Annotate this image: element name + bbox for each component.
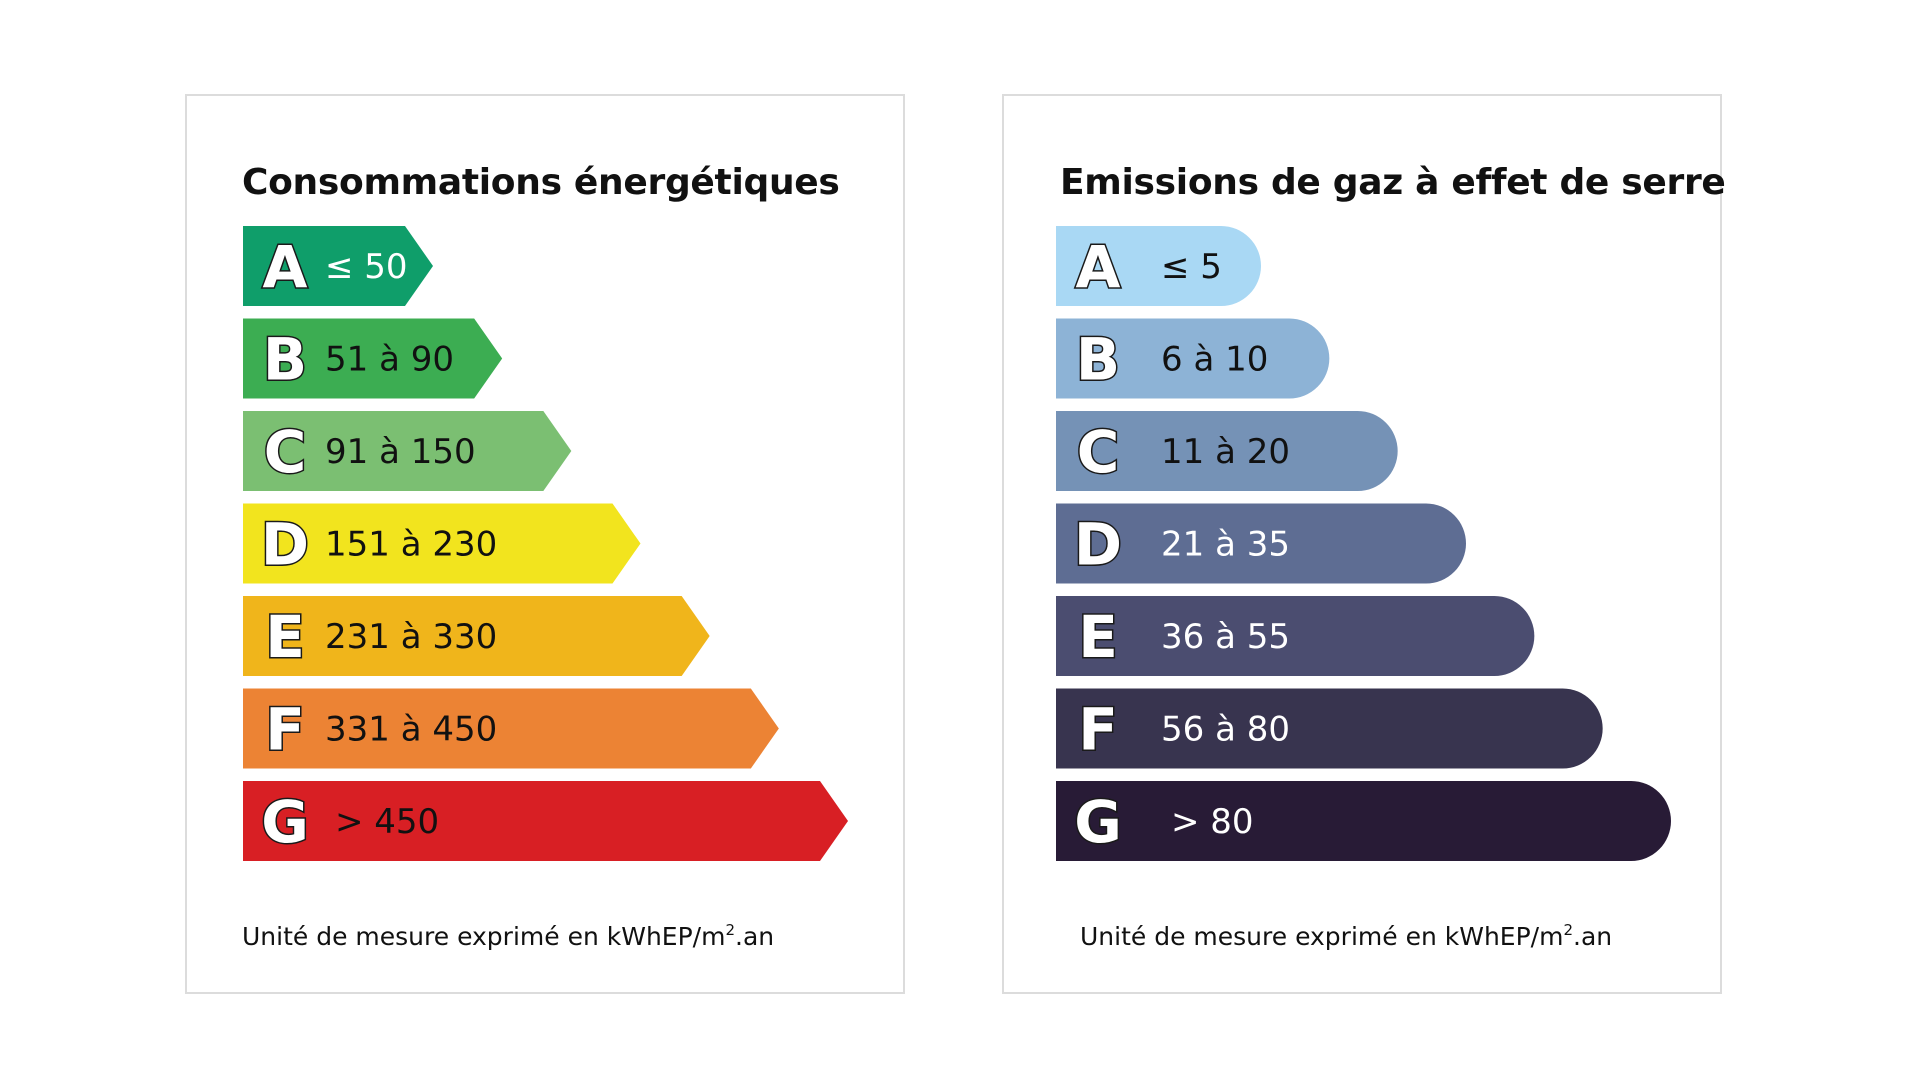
ghg-bar-shape-b [1056, 318, 1330, 399]
energy-bar-f: F 331 à 450 [243, 688, 779, 769]
energy-bar-range-d: 151 à 230 [325, 525, 497, 565]
energy-bar-c: C 91 à 150 [243, 411, 572, 491]
ghg-bar-letter-c: C [1077, 418, 1120, 486]
energy-bar-g: G > 450 [243, 781, 848, 861]
ghg-bar-range-g: > 80 [1171, 802, 1254, 842]
ghg-unit-sup: 2 [1563, 921, 1573, 939]
ghg-bar-letter-a: A [1076, 233, 1121, 301]
energy-bar-range-f: 331 à 450 [325, 710, 497, 750]
ghg-bar-shape-c [1056, 411, 1398, 491]
energy-bar-shape-e [243, 596, 710, 676]
ghg-bar-shape-g [1056, 781, 1671, 861]
energy-unit-sup: 2 [725, 921, 735, 939]
ghg-bar-g: G > 80 [1056, 781, 1671, 861]
ghg-bar-shape-d [1056, 503, 1466, 584]
energy-bar-shape-f [243, 688, 779, 769]
energy-bar-letter-d: D [261, 511, 309, 579]
ghg-bar-letter-e: E [1078, 603, 1118, 671]
energy-bar-letter-g: G [261, 788, 309, 856]
energy-unit-prefix: Unité de mesure exprimé en kWhEP/m [242, 922, 726, 951]
ghg-bar-range-e: 36 à 55 [1161, 617, 1290, 657]
energy-bar-range-a: ≤ 50 [325, 247, 408, 287]
ghg-bar-d: D 21 à 35 [1056, 503, 1466, 584]
ghg-bar-a: A ≤ 5 [1056, 226, 1261, 306]
energy-bar-shape-c [243, 411, 572, 491]
energy-bar-shape-a [243, 226, 433, 306]
ghg-unit-suffix: .an [1573, 922, 1613, 951]
energy-bar-range-g: > 450 [335, 802, 439, 842]
ghg-bar-range-b: 6 à 10 [1161, 340, 1268, 380]
energy-bar-letter-c: C [264, 418, 307, 486]
energy-bar-b: B 51 à 90 [243, 318, 503, 399]
ghg-bar-letter-f: F [1078, 696, 1118, 764]
energy-bar-letter-b: B [263, 326, 307, 394]
energy-bar-d: D 151 à 230 [243, 503, 641, 584]
ghg-bar-range-a: ≤ 5 [1161, 247, 1222, 287]
ghg-unit-note: Unité de mesure exprimé en kWhEP/m2.an [1080, 922, 1612, 951]
energy-bar-letter-f: F [265, 696, 305, 764]
energy-bar-range-c: 91 à 150 [325, 432, 476, 472]
energy-bar-shape-g [243, 781, 848, 861]
energy-bar-range-e: 231 à 330 [325, 617, 497, 657]
ghg-bar-c: C 11 à 20 [1056, 411, 1398, 491]
ghg-bar-letter-d: D [1074, 511, 1122, 579]
ghg-bar-letter-b: B [1076, 326, 1120, 394]
energy-unit-note: Unité de mesure exprimé en kWhEP/m2.an [242, 922, 774, 951]
ghg-bar-shape-a [1056, 226, 1261, 306]
ghg-bar-b: B 6 à 10 [1056, 318, 1330, 399]
ghg-emissions-card: Emissions de gaz à effet de serre A ≤ 5 B 6… [1002, 94, 1726, 994]
energy-unit-suffix: .an [735, 922, 775, 951]
ghg-chart-title: Emissions de gaz à effet de serre [1060, 162, 1726, 203]
energy-bar-a: A ≤ 50 [243, 226, 433, 306]
energy-bar-letter-a: A [263, 233, 308, 301]
energy-bar-shape-d [243, 503, 641, 584]
energy-bar-e: E 231 à 330 [243, 596, 710, 676]
ghg-bar-letter-g: G [1074, 788, 1122, 856]
ghg-bar-shape-f [1056, 688, 1603, 769]
ghg-bar-range-d: 21 à 35 [1161, 525, 1290, 565]
ghg-bar-shape-e [1056, 596, 1535, 676]
energy-bar-range-b: 51 à 90 [325, 340, 454, 380]
energy-bar-letter-e: E [265, 603, 305, 671]
ghg-bar-e: E 36 à 55 [1056, 596, 1535, 676]
energy-bar-shape-b [243, 318, 503, 399]
ghg-unit-prefix: Unité de mesure exprimé en kWhEP/m [1080, 922, 1564, 951]
energy-scale-chart: A ≤ 50 B 51 à 90 C 91 à 150 D 151 à 230 E 231 à 3… [243, 226, 848, 861]
ghg-bar-range-f: 56 à 80 [1161, 710, 1290, 750]
ghg-bar-f: F 56 à 80 [1056, 688, 1603, 769]
ghg-bar-range-c: 11 à 20 [1161, 432, 1290, 472]
energy-chart-title: Consommations énergétiques [242, 162, 840, 203]
energy-consumption-card: Consommations énergétiques A ≤ 50 B 51 à 90… [185, 94, 905, 994]
ghg-scale-chart: A ≤ 5 B 6 à 10 C 11 à 20 D 21 à 35 E 36 à 55 F 56 à… [1056, 226, 1671, 861]
